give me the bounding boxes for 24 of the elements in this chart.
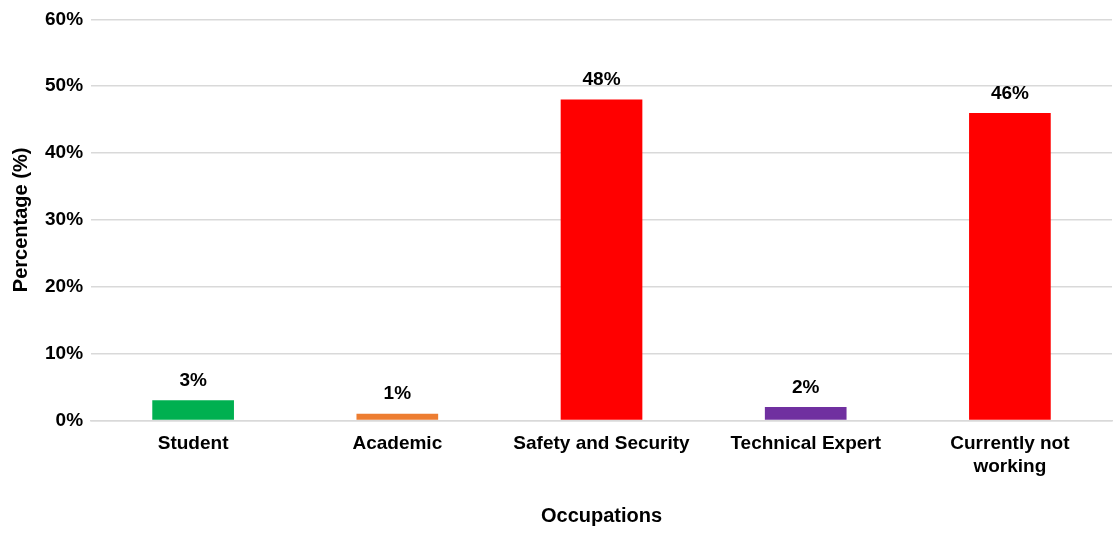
y-tick-label: 20% xyxy=(45,274,84,296)
data-label: 2% xyxy=(791,375,820,397)
x-tick-label: Currently not working xyxy=(950,432,1071,476)
bar xyxy=(560,99,643,420)
y-tick-label: 60% xyxy=(45,7,84,29)
x-axis-title: Occupations xyxy=(540,503,663,526)
data-label: 46% xyxy=(990,81,1030,103)
y-tick-label: 30% xyxy=(45,208,84,230)
x-tick-label: Technical Expert xyxy=(730,432,882,454)
data-label: 3% xyxy=(179,369,207,391)
y-tick-label: 0% xyxy=(55,408,84,430)
y-axis-title: Percentage (%) xyxy=(8,147,31,293)
bar xyxy=(764,407,847,420)
x-tick-label: Academic xyxy=(352,432,443,454)
y-tick-label: 50% xyxy=(45,74,84,96)
y-tick-label: 10% xyxy=(45,341,84,363)
data-label: 1% xyxy=(383,382,412,404)
bar xyxy=(969,112,1051,420)
bar xyxy=(356,413,439,420)
y-tick-label: 40% xyxy=(45,141,84,163)
x-tick-label: Safety and Security xyxy=(513,432,691,454)
x-tick-label: Student xyxy=(157,432,230,454)
bar xyxy=(152,400,234,420)
data-label: 48% xyxy=(582,68,621,90)
